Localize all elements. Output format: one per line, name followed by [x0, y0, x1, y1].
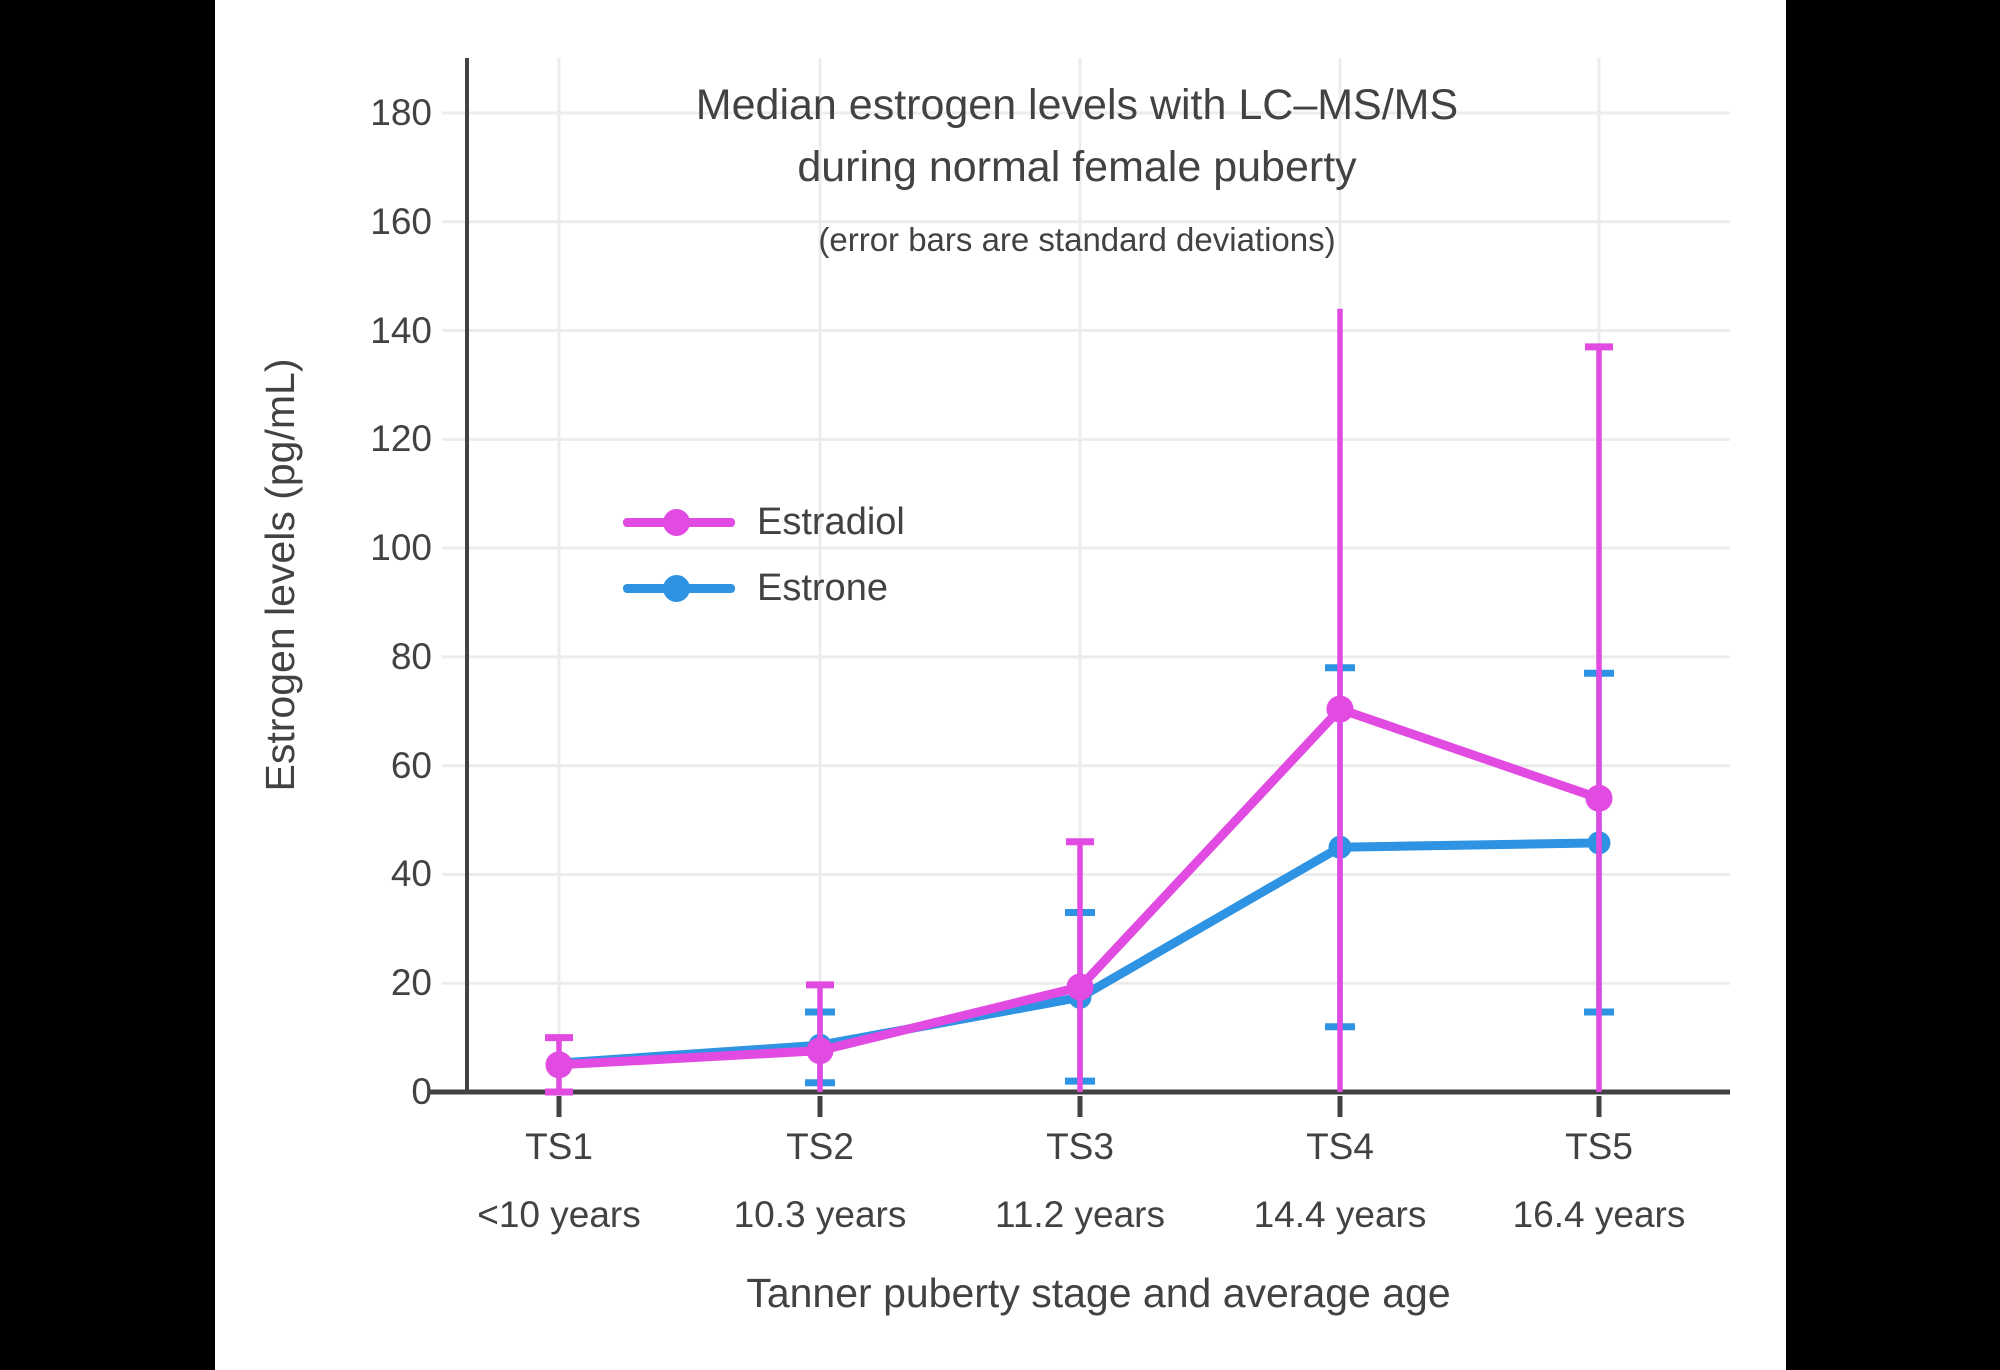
y-tick-label: 80 — [390, 635, 432, 677]
right-black-bar — [1786, 0, 2000, 1370]
y-tick-label: 180 — [370, 91, 432, 133]
x-axis-title: Tanner puberty stage and average age — [746, 1270, 1451, 1316]
y-tick-label: 100 — [370, 527, 432, 569]
chart-title: Median estrogen levels with LC–MS/MS dur… — [467, 74, 1687, 260]
legend-item-estradiol: Estradiol — [623, 489, 905, 555]
legend-label-estrone: Estrone — [757, 566, 888, 609]
chart-title-line1: Median estrogen levels with LC–MS/MS — [695, 81, 1459, 129]
x-tick-age-label: 16.4 years — [1512, 1194, 1686, 1235]
legend-label-estradiol: Estradiol — [757, 500, 905, 543]
x-tick-stage-label: TS2 — [786, 1126, 854, 1167]
x-tick-stage-label: TS4 — [1306, 1126, 1374, 1167]
x-tick-stage-label: TS5 — [1565, 1126, 1633, 1167]
x-tick-age-label: <10 years — [477, 1194, 641, 1235]
y-tick-label: 60 — [390, 744, 432, 786]
plot-area — [428, 58, 1730, 1117]
y-tick-label: 0 — [411, 1071, 432, 1112]
estrone-dot-icon — [663, 575, 690, 602]
x-tick-stage-label: TS3 — [1046, 1126, 1114, 1167]
legend-item-estrone: Estrone — [623, 555, 905, 621]
estradiol-dot-icon — [663, 509, 690, 536]
chart-canvas: Median estrogen levels with LC–MS/MS dur… — [215, 0, 1786, 1370]
x-tick-age-label: 14.4 years — [1253, 1194, 1427, 1235]
y-tick-label: 160 — [370, 200, 432, 242]
chart-title-line2: during normal female puberty — [797, 143, 1357, 191]
y-tick-label: 20 — [390, 962, 432, 1004]
estradiol-line-swatch — [623, 508, 735, 536]
y-tick-label: 140 — [370, 309, 432, 351]
legend: Estradiol Estrone — [623, 489, 905, 621]
y-tick-label: 40 — [390, 853, 432, 895]
x-tick-stage-label: TS1 — [525, 1126, 593, 1167]
left-black-bar — [0, 0, 215, 1370]
x-tick-age-label: 10.3 years — [733, 1194, 907, 1235]
chart-subtitle: (error bars are standard deviations) — [818, 221, 1336, 258]
x-tick-age-label: 11.2 years — [994, 1194, 1166, 1235]
estrone-line-swatch — [623, 574, 735, 602]
y-tick-label: 120 — [370, 418, 432, 460]
